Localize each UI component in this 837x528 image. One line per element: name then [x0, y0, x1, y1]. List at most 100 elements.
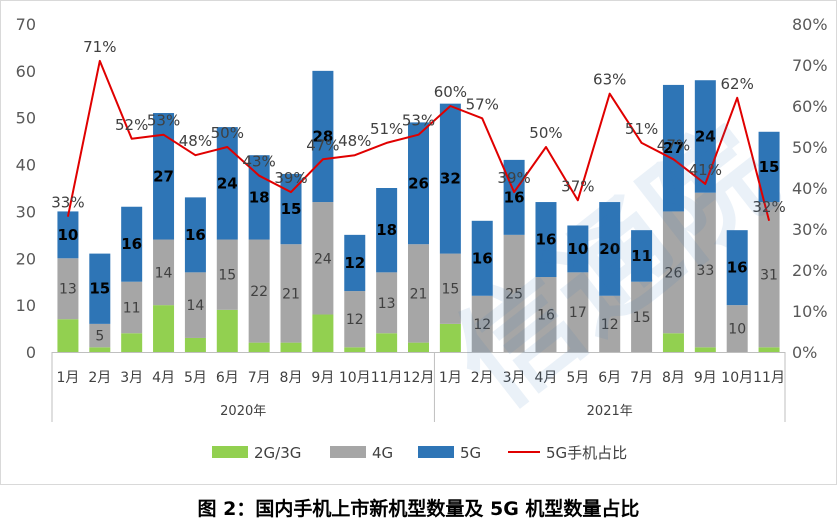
bar-segment-5g [280, 173, 302, 245]
line-data-label: 53% [147, 112, 180, 130]
bar-data-label: 15 [218, 268, 236, 284]
bar-segment-5g [694, 80, 716, 193]
bar-data-label: 16 [536, 231, 557, 249]
bar-segment-5g [567, 225, 589, 273]
x-tick-label: 5月 [184, 370, 207, 386]
x-tick-label: 2月 [471, 370, 494, 386]
bar-segment-5g [312, 70, 334, 203]
bar-segment-4g [216, 239, 238, 310]
y-right-tick-label: 40% [792, 179, 828, 198]
bar-data-label: 22 [250, 284, 268, 300]
bar-data-label: 28 [312, 127, 333, 145]
bar-data-label: 10 [728, 322, 746, 338]
bar-data-label: 27 [663, 139, 684, 157]
bar-data-label: 12 [344, 254, 365, 272]
bar-segment-4g [631, 281, 653, 352]
bar-data-label: 18 [376, 221, 397, 239]
y-right-tick-label: 60% [792, 97, 828, 116]
x-tick-label: 2月 [88, 370, 111, 386]
bar-segment-5g [57, 211, 79, 259]
line-data-label: 52% [115, 116, 148, 134]
bar-data-label: 21 [410, 286, 428, 302]
legend-item: 2G/3G [254, 444, 301, 462]
x-tick-label: 5月 [566, 370, 589, 386]
year-group-label: 2021年 [587, 404, 633, 419]
x-tick-label: 10月 [339, 370, 371, 386]
bar-segment-2g3g [312, 314, 334, 352]
y-right-tick-label: 80% [792, 15, 828, 34]
bar-segment-2g3g [344, 347, 366, 352]
x-tick-label: 6月 [598, 370, 621, 386]
bar-segment-4g [408, 244, 429, 343]
x-tick-label: 10月 [721, 370, 753, 386]
line-series-5g-share [66, 59, 771, 222]
line-data-label: 48% [179, 132, 212, 150]
bar-segment-5g [344, 234, 366, 292]
y-right-tick-label: 0% [792, 343, 817, 362]
line-data-label: 62% [721, 75, 754, 93]
line-data-label: 50% [529, 124, 562, 142]
bar-data-label: 14 [186, 298, 204, 314]
x-tick-label: 11月 [371, 370, 403, 386]
bar-segment-2g3g [758, 347, 780, 352]
bar-segment-2g3g [153, 305, 175, 352]
bar-data-label: 18 [249, 188, 270, 206]
bar-data-label: 12 [601, 317, 619, 333]
line-data-label: 51% [370, 120, 403, 138]
bar-data-label: 26 [665, 265, 683, 281]
bar-segment-2g3g [662, 333, 684, 352]
line-data-label: 50% [211, 124, 244, 142]
bar-data-label: 33 [696, 263, 714, 279]
bar-data-label: 12 [473, 317, 491, 333]
bar-segment-4g [248, 239, 270, 343]
x-tick-label: 3月 [120, 370, 143, 386]
bar-data-label: 24 [217, 174, 238, 192]
bar-segment-5g [184, 197, 206, 273]
bar-data-label: 16 [121, 235, 142, 253]
line-data-label: 32% [752, 198, 785, 216]
bar-segment-4g [694, 192, 716, 348]
bar-data-label: 10 [567, 240, 588, 258]
bar-data-label: 26 [408, 174, 429, 192]
bar-data-label: 14 [155, 265, 173, 281]
bar-data-label: 11 [123, 300, 141, 316]
x-tick-label: 3月 [503, 370, 526, 386]
bar-segment-4g [567, 272, 589, 352]
legend-swatch [418, 446, 454, 458]
bar-segment-4g [89, 323, 111, 348]
bar-segment-4g [535, 277, 557, 352]
bar-data-label: 15 [633, 310, 651, 326]
bar-data-label: 16 [504, 188, 525, 206]
x-tick-label: 11月 [753, 370, 785, 386]
legend-swatch [212, 446, 248, 458]
line-data-label: 48% [338, 132, 371, 150]
x-tick-label: 9月 [311, 370, 334, 386]
bar-data-label: 16 [727, 259, 748, 277]
bar-segment-2g3g [439, 323, 461, 352]
x-tick-label: 4月 [152, 370, 175, 386]
bar-data-label: 27 [153, 167, 174, 185]
bar-segment-4g [662, 211, 684, 334]
legend-item: 4G [372, 444, 393, 462]
bar-segment-5g [662, 84, 684, 212]
y-right-tick-label: 10% [792, 302, 828, 321]
line-data-label: 57% [466, 95, 499, 113]
line-data-label: 41% [689, 161, 722, 179]
bar-data-label: 16 [537, 308, 555, 324]
legend-swatch [330, 446, 366, 458]
bar-data-label: 32 [440, 170, 461, 188]
bar-segment-5g [216, 127, 238, 240]
bar-segment-4g [599, 295, 621, 352]
bar-segment-2g3g [216, 309, 238, 352]
line-data-label: 63% [593, 71, 626, 89]
x-tick-label: 1月 [56, 370, 79, 386]
bar-segment-5g [408, 122, 429, 245]
bar-data-label: 15 [441, 282, 459, 298]
y-right-tick-label: 50% [792, 138, 828, 157]
bar-segment-2g3g [184, 337, 206, 352]
bar-segment-5g [726, 230, 748, 306]
bar-segment-4g [153, 239, 175, 306]
bar-segment-5g [535, 202, 557, 278]
y-right-tick-label: 30% [792, 220, 828, 239]
bar-segment-4g [471, 295, 493, 352]
